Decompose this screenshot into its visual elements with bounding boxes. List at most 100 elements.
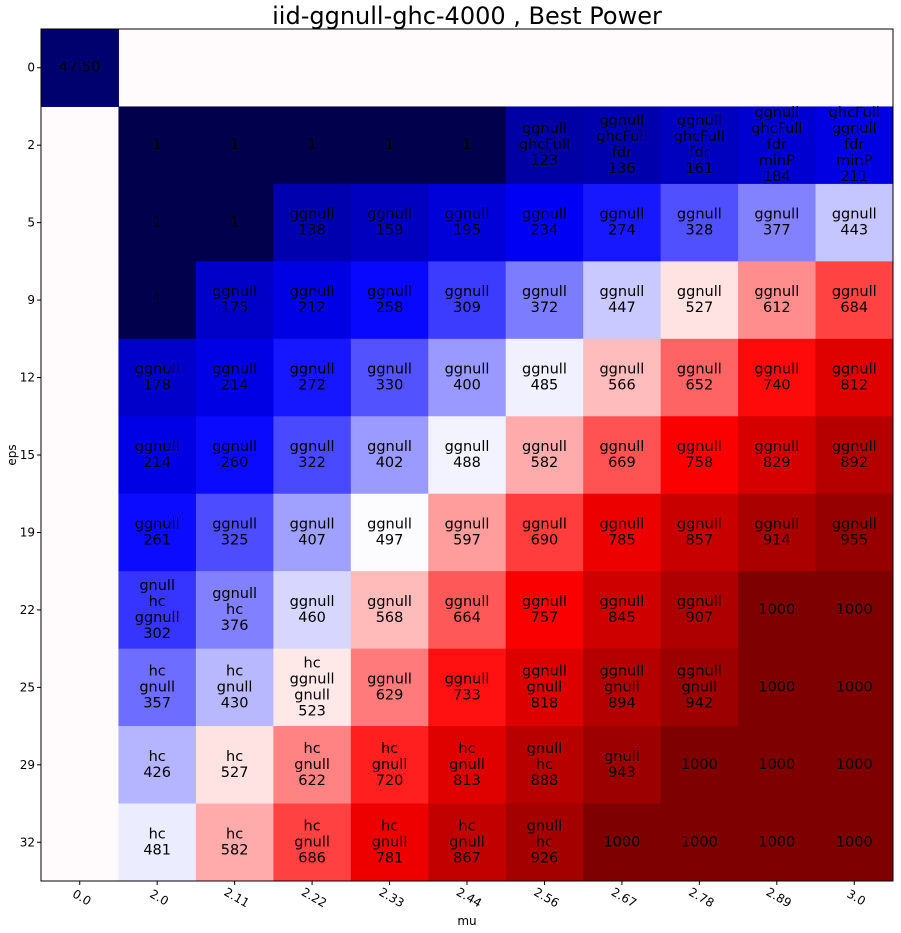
cell-label-line: 720 <box>376 773 404 789</box>
cell-label-line: ghcFull <box>829 105 880 121</box>
cell-label: 1000 <box>758 679 795 695</box>
heatmap-cell <box>505 493 584 572</box>
cell-label-line: ggnull <box>135 610 180 626</box>
cell-label-line: ggnull <box>135 516 180 532</box>
x-tick-label: 2.33 <box>376 885 406 910</box>
y-tick-label: 19 <box>20 525 35 539</box>
cell-label: ghcFull ggnull fdr minP 211 <box>829 105 880 185</box>
cell-label: ggnull 629 <box>367 671 412 703</box>
cell-label: ggnull 377 <box>754 207 799 239</box>
heatmap-cell <box>428 106 507 185</box>
cell-label-line: gnull <box>682 679 718 695</box>
cell-label: 1000 <box>681 834 718 850</box>
cell-label-line: 400 <box>453 378 481 394</box>
cell-label-line: 785 <box>608 532 636 548</box>
cell-label-line: 138 <box>298 223 326 239</box>
cell-label: ggnull 261 <box>135 516 180 548</box>
heatmap-cell <box>195 493 274 572</box>
heatmap-cell <box>428 493 507 572</box>
x-tick-label: 2.22 <box>299 885 329 910</box>
cell-label-line: 161 <box>686 161 714 177</box>
cell-label-line: 566 <box>608 378 636 394</box>
cell-label-line: 1000 <box>758 602 795 618</box>
cell-label: ggnull 892 <box>832 439 877 471</box>
heatmap-cell <box>350 648 429 727</box>
cell-label: 1000 <box>758 757 795 773</box>
heatmap-cell <box>738 648 817 727</box>
cell-label-line: 402 <box>376 455 404 471</box>
heatmap-cell <box>660 416 739 495</box>
cell-label-line: 1000 <box>758 679 795 695</box>
cell-label-line: 460 <box>298 610 326 626</box>
cell-label: hc gnull 813 <box>449 741 485 789</box>
cell-label-line: gnull <box>372 834 408 850</box>
cell-label-line: ggnull <box>522 594 567 610</box>
heatmap-cell <box>815 726 894 805</box>
cell-label-line: ggnull <box>522 439 567 455</box>
cell-label-line: minP <box>759 153 795 169</box>
heatmap-cell <box>41 29 119 107</box>
cell-label-line: minP <box>836 153 872 169</box>
heatmap-cell <box>273 571 352 650</box>
cell-label-line: 260 <box>221 455 249 471</box>
y-tick-label: 29 <box>20 758 35 772</box>
cell-label-line: 258 <box>376 300 404 316</box>
cell-label-line: ggnull <box>445 284 490 300</box>
cell-label: ggnull 527 <box>677 284 722 316</box>
cell-label-line: 377 <box>763 223 791 239</box>
cell-label-line: ggnull <box>599 594 644 610</box>
cell-label-line: 690 <box>531 532 559 548</box>
heatmap-cell <box>350 106 429 185</box>
heatmap-cell <box>428 183 507 262</box>
cell-label-line: 234 <box>531 223 559 239</box>
cell-label: ggnull 664 <box>445 594 490 626</box>
x-tick-label: 2.67 <box>609 885 639 910</box>
heatmap-cell <box>505 648 584 727</box>
y-tick-label: 9 <box>27 293 35 307</box>
heatmap-cell <box>505 261 584 340</box>
heatmap-cell <box>505 106 584 185</box>
cell-label: ggnull 785 <box>599 516 644 548</box>
cell-label-line: hc <box>536 757 553 773</box>
cell-label-line: 1000 <box>758 757 795 773</box>
heatmap-cell <box>660 261 739 340</box>
cell-label-line: fdr <box>689 145 709 161</box>
cell-label: 1000 <box>836 834 873 850</box>
cell-label-line: 1000 <box>836 834 873 850</box>
cell-label-line: 622 <box>298 773 326 789</box>
heatmap-cell <box>815 493 894 572</box>
heatmap-cell <box>738 338 817 417</box>
cell-label-line: hc <box>149 663 166 679</box>
cell-label: ggnull gnull 818 <box>522 663 567 711</box>
cell-label-line: ggnull <box>754 207 799 223</box>
cell-label: ggnull ghcFull fdr minP 184 <box>751 105 802 185</box>
heatmap-cell <box>583 261 662 340</box>
cell-label-line: 1 <box>230 215 239 231</box>
cell-label-line: 178 <box>143 378 171 394</box>
heatmap-cell <box>273 106 352 185</box>
heatmap-cell <box>738 493 817 572</box>
cell-label-line: gnull <box>294 757 330 773</box>
cell-label: ggnull 195 <box>445 207 490 239</box>
heatmap-cell <box>428 648 507 727</box>
cell-label-line: ggnull <box>522 362 567 378</box>
cell-label-line: 1000 <box>758 834 795 850</box>
heatmap-cell <box>505 803 584 882</box>
cell-label: hc 426 <box>143 749 171 781</box>
heatmap-cell <box>505 416 584 495</box>
cell-label: hc gnull 781 <box>372 818 408 866</box>
cell-label: ggnull 582 <box>522 439 567 471</box>
y-tick-label: 25 <box>20 680 35 694</box>
cell-label-line: ggnull <box>522 663 567 679</box>
cell-label-line: hc <box>149 594 166 610</box>
cell-label: ggnull 597 <box>445 516 490 548</box>
cell-label-line: ggnull <box>367 594 412 610</box>
heatmap-cell <box>815 416 894 495</box>
cell-label-line: 757 <box>531 610 559 626</box>
heatmap-cell <box>428 803 507 882</box>
cell-label: hc gnull 867 <box>449 818 485 866</box>
heatmap-cell <box>583 726 662 805</box>
cell-label-line: gnull <box>604 679 640 695</box>
cell-label-line: hc <box>304 741 321 757</box>
